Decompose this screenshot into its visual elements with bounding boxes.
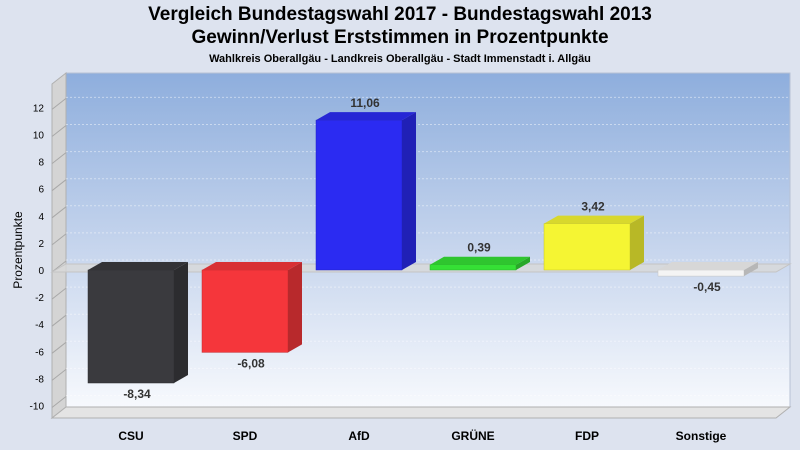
bar-sonstige — [657, 262, 758, 277]
bar-top — [88, 262, 188, 270]
grid-side-line — [51, 369, 67, 381]
bar-side — [630, 215, 644, 270]
x-category-label: GRÜNE — [451, 428, 494, 443]
value-label: -6,08 — [237, 356, 265, 370]
grid-side-line — [51, 314, 67, 327]
bar-front — [543, 223, 631, 271]
bar-top — [316, 112, 416, 121]
x-category-label: Sonstige — [676, 429, 727, 443]
grid-side-line — [51, 98, 67, 110]
bar-side — [516, 256, 530, 270]
bar-fdp — [543, 215, 644, 271]
grid-side-line — [51, 341, 67, 354]
value-label: 3,42 — [581, 200, 605, 214]
bar-front — [657, 269, 745, 277]
value-label: 11,06 — [350, 96, 380, 110]
bar-side — [744, 262, 758, 277]
grid-side-line — [51, 179, 67, 192]
x-category-label: SPD — [233, 429, 258, 443]
chart-title-line2: Gewinn/Verlust Erststimmen in Prozentpun… — [191, 27, 609, 48]
chart-subtitle: Wahlkreis Oberallgäu - Landkreis Oberall… — [209, 53, 591, 65]
y-tick-label: -2 — [35, 293, 44, 304]
bar-front — [87, 269, 175, 384]
grid-side-line — [51, 206, 67, 219]
bar-csu — [87, 262, 188, 384]
y-tick-label: -4 — [35, 320, 44, 331]
x-category-label: CSU — [118, 429, 143, 443]
plot-side-wall — [51, 71, 67, 420]
grid-side-line — [51, 125, 67, 137]
y-tick-label: 12 — [33, 103, 45, 114]
grid-side-line — [51, 396, 67, 408]
value-label: -8,34 — [123, 387, 151, 401]
y-tick-label: -6 — [35, 347, 44, 358]
x-category-label: FDP — [575, 429, 599, 443]
chart-title: Vergleich Bundestagswahl 2017 - Bundesta… — [148, 4, 652, 25]
y-tick-label: 10 — [33, 131, 45, 142]
grid-side-line — [51, 152, 67, 164]
bar-top — [544, 215, 644, 224]
grid-side-line — [51, 287, 67, 300]
bar-front — [315, 119, 403, 271]
value-label: 0,39 — [467, 241, 491, 255]
bar-front — [201, 269, 289, 353]
bar-spd — [201, 262, 302, 353]
value-label: -0,45 — [693, 280, 721, 294]
y-tick-label: -8 — [35, 374, 44, 385]
bar-top — [202, 262, 302, 270]
bar-top — [658, 262, 758, 270]
bar-side — [174, 262, 188, 384]
grid-side-line — [51, 233, 67, 246]
y-tick-label: 4 — [38, 212, 44, 223]
y-tick-label: 6 — [38, 185, 44, 196]
y-tick-label: 8 — [38, 158, 44, 169]
y-tick-label: -10 — [30, 402, 45, 413]
bar-side — [288, 262, 302, 353]
y-tick-label: 2 — [38, 239, 44, 250]
bar-grüne — [429, 256, 530, 271]
y-tick-label: 0 — [38, 266, 44, 277]
bar-afd — [315, 112, 416, 271]
bar-side — [402, 112, 416, 271]
bar-front — [429, 264, 517, 271]
plot-floor — [50, 406, 792, 419]
y-axis-label: Prozentpunkte — [11, 211, 25, 289]
x-category-label: AfD — [348, 429, 370, 443]
bar-top — [430, 256, 530, 265]
